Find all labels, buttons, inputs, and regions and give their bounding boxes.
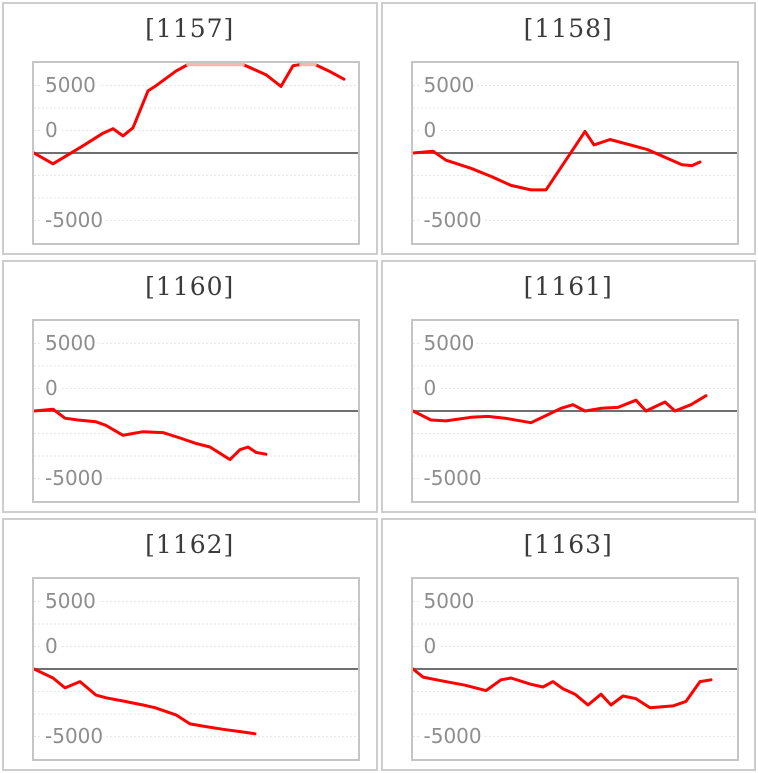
y-axis-label-neg5000: -5000: [420, 725, 485, 747]
chart-panel: [1160] 5000 0 -5000: [2, 260, 378, 513]
y-axis-label-5000: 5000: [42, 590, 99, 612]
slump-line-chart: [34, 343, 358, 479]
y-axis-label-neg5000: -5000: [420, 209, 485, 231]
y-axis-label-0: 0: [420, 377, 440, 399]
chart-title: [1161]: [523, 271, 613, 301]
y-axis-label-neg5000: -5000: [42, 725, 107, 747]
slump-line-chart: [412, 343, 737, 479]
y-axis-label-neg5000: -5000: [42, 209, 107, 231]
y-axis-label-5000: 5000: [420, 74, 478, 96]
y-axis-label-0: 0: [420, 119, 440, 141]
y-axis-label-5000: 5000: [420, 332, 478, 354]
chart-panel: [1161] 5000 0 -5000: [380, 260, 756, 513]
chart-title: [1157]: [145, 13, 235, 43]
chart-title: [1163]: [523, 529, 613, 559]
chart-panel: [1163] 5000 0 -5000: [380, 518, 756, 771]
y-axis-label-0: 0: [42, 377, 61, 399]
chart-title: [1162]: [145, 529, 235, 559]
y-axis-label-neg5000: -5000: [420, 467, 485, 489]
slump-line-chart: [412, 601, 737, 737]
y-axis-label-0: 0: [42, 119, 61, 141]
chart-panel: [1162] 5000 0 -5000: [2, 518, 378, 771]
plot-area: 5000 0 -5000: [410, 577, 739, 761]
y-axis-label-neg5000: -5000: [42, 467, 107, 489]
chart-panel: [1157] 5000 0 -5000: [2, 2, 378, 255]
y-axis-label-5000: 5000: [420, 590, 478, 612]
chart-title: [1160]: [145, 271, 235, 301]
slump-line-chart: [34, 63, 358, 221]
slump-line-chart: [34, 601, 358, 737]
chart-title: [1158]: [523, 13, 613, 43]
plot-area: 5000 0 -5000: [32, 319, 360, 503]
slump-line-chart: [412, 85, 737, 221]
chart-panel: [1158] 5000 0 -5000: [380, 2, 756, 255]
y-axis-label-0: 0: [420, 635, 440, 657]
plot-area: 5000 0 -5000: [32, 61, 360, 245]
plot-area: 5000 0 -5000: [32, 577, 360, 761]
y-axis-label-0: 0: [42, 635, 61, 657]
y-axis-label-5000: 5000: [42, 332, 99, 354]
plot-area: 5000 0 -5000: [410, 61, 739, 245]
y-axis-label-5000: 5000: [42, 74, 99, 96]
plot-area: 5000 0 -5000: [410, 319, 739, 503]
